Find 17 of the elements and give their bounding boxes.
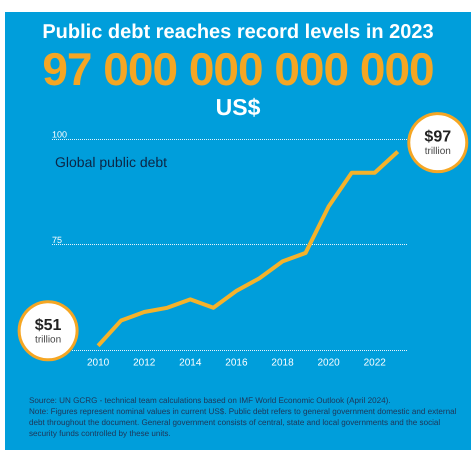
text: US$: [214, 94, 262, 121]
text: Note: Figures represent nominal values in current US$. Public debt refers to general government domestic and external debt throughout the document. General government consists of central, state and local governments and the social security funds controlled by these units.: [29, 406, 458, 439]
x-tick-label: 2022: [364, 358, 386, 368]
chart-subtitle: 97 000 000 000 000: [41, 42, 435, 96]
chart-title: Public debt reaches record levels in 2023: [41, 21, 435, 44]
y-tick-label: 75: [52, 235, 62, 245]
x-tick-label: 2012: [133, 358, 156, 368]
x-tick-label: 2016: [225, 358, 248, 368]
x-tick-label: 2018: [271, 358, 294, 368]
y-tick-label: 100: [52, 130, 68, 140]
annotation: $97 trillion: [424, 128, 452, 158]
source-note: Source: UN GCRG - technical team calculations based on IMF World Economic Outlook (April 2024).: [29, 395, 392, 406]
x-tick-label: 2020: [318, 358, 340, 368]
annotation: $51 trillion: [34, 316, 62, 346]
text: Global public debt: [55, 154, 168, 170]
x-tick-label: 2010: [86, 358, 110, 368]
x-tick-label: 2014: [179, 358, 202, 368]
